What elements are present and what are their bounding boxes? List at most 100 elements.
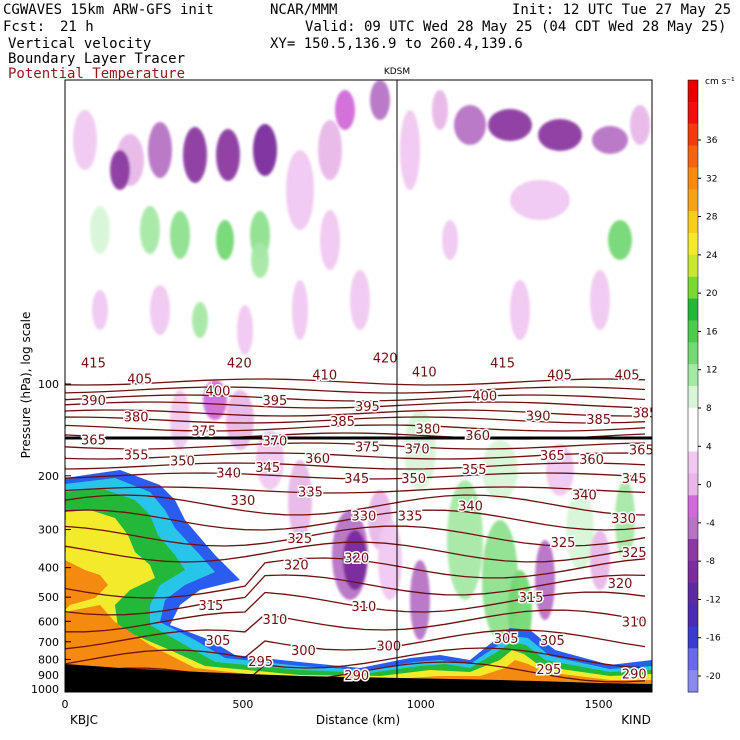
colorbar-segment	[688, 80, 698, 103]
y-tick-label: 600	[38, 615, 59, 628]
theta-label: 300	[291, 644, 316, 659]
colorbar-segment	[688, 320, 698, 343]
vv-blob	[292, 280, 308, 340]
colorbar-segment	[688, 211, 698, 234]
theta-label: 330	[351, 510, 376, 525]
theta-label: 360	[305, 452, 330, 467]
colorbar-segment	[688, 648, 698, 671]
vv-blob	[253, 124, 277, 176]
theta-label: 360	[465, 429, 490, 444]
theta-label: 370	[262, 434, 287, 449]
colorbar-segment	[688, 604, 698, 627]
theta-label: 365	[540, 449, 565, 464]
colorbar-segment	[688, 167, 698, 190]
vv-blob	[608, 220, 632, 260]
vv-blob	[251, 242, 269, 278]
kdsm-label: KDSM	[384, 67, 410, 77]
field-boundary-layer-tracer: Boundary Layer Tracer	[8, 51, 186, 67]
theta-label: 305	[540, 634, 565, 649]
x-tick-label: 1000	[407, 698, 435, 711]
vv-blob	[216, 220, 234, 260]
vv-blob	[216, 129, 240, 181]
theta-contour	[65, 557, 646, 599]
theta-label: 385	[330, 415, 355, 430]
theta-label: 325	[551, 536, 576, 551]
theta-label: 315	[198, 599, 223, 614]
vv-blob	[92, 290, 108, 330]
x-tick-label: 1500	[585, 698, 613, 711]
vv-blob	[318, 120, 342, 180]
theta-label: 375	[191, 424, 216, 439]
colorbar-tick-label: -12	[706, 595, 721, 605]
theta-label: 345	[255, 461, 280, 476]
theta-contour	[65, 472, 646, 480]
theta-label: 400	[472, 389, 497, 404]
vv-blob	[170, 211, 190, 259]
colorbar-tick-label: -8	[706, 557, 715, 567]
valid-time: Valid: 09 UTC Wed 28 May 25 (04 CDT Wed …	[305, 19, 727, 35]
colorbar-segment	[688, 276, 698, 300]
theta-label: 310	[622, 615, 647, 630]
vv-blob	[110, 150, 130, 190]
theta-label: 420	[227, 356, 252, 371]
vv-blob	[73, 110, 97, 170]
colorbar-segment	[688, 495, 698, 518]
init-time: Init: 12 UTC Tue 27 May 25	[512, 2, 732, 18]
theta-label: 310	[351, 600, 376, 615]
vv-blob	[535, 540, 555, 620]
vv-blob	[592, 126, 628, 154]
tracer-blue	[65, 470, 652, 692]
y-tick-label: 100	[38, 378, 59, 391]
theta-label: 325	[622, 546, 647, 561]
theta-label: 390	[526, 410, 551, 425]
vv-blob	[140, 206, 160, 254]
theta-label: 365	[629, 444, 654, 459]
vv-blob	[447, 480, 483, 600]
vv-blob	[378, 520, 402, 600]
vv-blob	[630, 105, 650, 145]
theta-label: 370	[405, 443, 430, 458]
theta-label: 410	[412, 366, 437, 381]
theta-label: 325	[287, 532, 312, 547]
colorbar-tick-label: -4	[706, 519, 715, 529]
vv-blob	[546, 444, 574, 496]
theta-label: 340	[458, 499, 483, 514]
theta-label: 330	[611, 512, 636, 527]
colorbar-segment	[688, 101, 698, 125]
theta-label: 395	[355, 400, 380, 415]
colorbar-tick-label: 24	[706, 251, 718, 261]
theta-label: 345	[344, 472, 369, 487]
theta-label: 360	[579, 453, 604, 468]
theta-label: 405	[547, 368, 572, 383]
theta-contour	[65, 378, 646, 386]
colorbar-segment	[688, 670, 698, 693]
plot-frame	[64, 79, 653, 693]
theta-label: 385	[586, 413, 611, 428]
theta-contour	[65, 416, 646, 424]
theta-contour	[65, 541, 646, 563]
fcst-label: Fcst:	[3, 19, 46, 35]
vv-blob	[442, 220, 458, 260]
colorbar-segment	[688, 254, 698, 278]
theta-contour	[65, 462, 646, 470]
colorbar-segment	[688, 145, 698, 168]
theta-contour	[65, 591, 646, 633]
y-tick-label: 300	[38, 524, 59, 537]
theta-label: 405	[615, 368, 640, 383]
x-tick-label: 500	[232, 698, 253, 711]
vv-blob	[148, 122, 172, 178]
terrain	[65, 664, 652, 692]
theta-label: 350	[170, 454, 195, 469]
vv-blob	[454, 105, 486, 145]
theta-label: 320	[284, 558, 309, 573]
field-vertical-velocity: Vertical velocity	[8, 36, 152, 52]
theta-label: 365	[81, 433, 106, 448]
theta-label: 330	[230, 494, 255, 509]
y-tick-label: 400	[38, 562, 59, 575]
vv-blob	[192, 302, 208, 338]
colorbar-segment	[688, 342, 698, 365]
vv-blob	[410, 560, 430, 640]
colorbar-tick-label: 20	[706, 289, 718, 299]
vv-blob	[320, 210, 340, 270]
colorbar-segment	[688, 233, 698, 256]
